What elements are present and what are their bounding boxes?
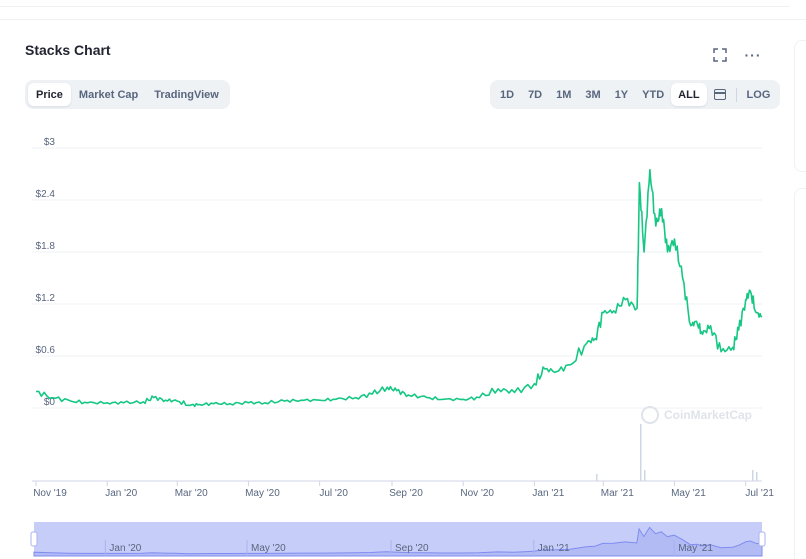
volume-bar [752,470,754,481]
navigator-series [33,526,763,557]
chart-title: Stacks Chart [25,42,111,58]
x-tick-label: Mar '21 [601,488,634,499]
navigator-handle-left [30,531,38,547]
x-tick-label: Nov '19 [33,488,67,499]
x-tick-label: Jul '20 [319,488,348,499]
y-tick-label: $0.6 [36,345,56,356]
side-panel-top [794,40,806,172]
y-tick-label: $0 [44,397,56,408]
navigator-tick-label: Jan '20 [109,543,141,554]
range-all[interactable]: ALL [671,83,707,106]
x-tick-label: Mar '20 [175,488,208,499]
navigator-handle-right [758,531,766,547]
y-tick-label: $3 [44,137,56,148]
x-tick-label: Jul '21 [745,488,774,499]
x-tick-label: May '21 [671,488,706,499]
watermark: CoinMarketCap [641,406,752,424]
range-tabs: 1D 7D 1M 3M 1Y YTD ALL LOG [490,80,781,109]
volume-bar [596,474,598,481]
x-tick-label: Jan '20 [105,488,137,499]
range-ytd[interactable]: YTD [642,88,665,101]
navigator-tick-label: May '21 [678,543,713,554]
top-divider [0,6,790,7]
price-line [35,168,763,408]
y-tick-label: $1.8 [36,241,56,252]
top-bar [0,0,806,20]
navigator-tick-label: Jan '21 [538,543,570,554]
x-tick-label: Nov '20 [460,488,494,499]
range-divider [735,87,737,102]
x-tick-label: Sep '20 [389,488,423,499]
range-7d[interactable]: 7D [528,88,543,101]
navigator-tick-label: May '20 [251,543,286,554]
tab-market-cap[interactable]: Market Cap [78,88,139,101]
range-3m[interactable]: 3M [585,88,601,101]
tab-price[interactable]: Price [28,83,71,106]
volume-bar [756,472,758,481]
log-toggle[interactable]: LOG [746,88,771,101]
range-1m[interactable]: 1M [556,88,572,101]
more-icon[interactable]: ··· [744,47,762,63]
svg-text:CoinMarketCap: CoinMarketCap [664,408,752,422]
volume-bar [640,424,642,481]
calendar-icon[interactable] [707,83,733,106]
side-panel-bottom [794,188,806,559]
fullscreen-icon[interactable] [709,44,731,66]
x-tick-label: May '20 [245,488,280,499]
view-tabs: Price Market Cap TradingView [25,80,230,109]
y-tick-label: $2.4 [36,189,56,200]
range-1y[interactable]: 1Y [614,88,629,101]
range-1d[interactable]: 1D [500,88,515,101]
volume-bar [644,470,646,481]
x-tick-label: Jan '21 [532,488,564,499]
y-tick-label: $1.2 [36,293,56,304]
navigator-tick-label: Sep '20 [395,543,429,554]
tab-tradingview[interactable]: TradingView [154,88,219,101]
